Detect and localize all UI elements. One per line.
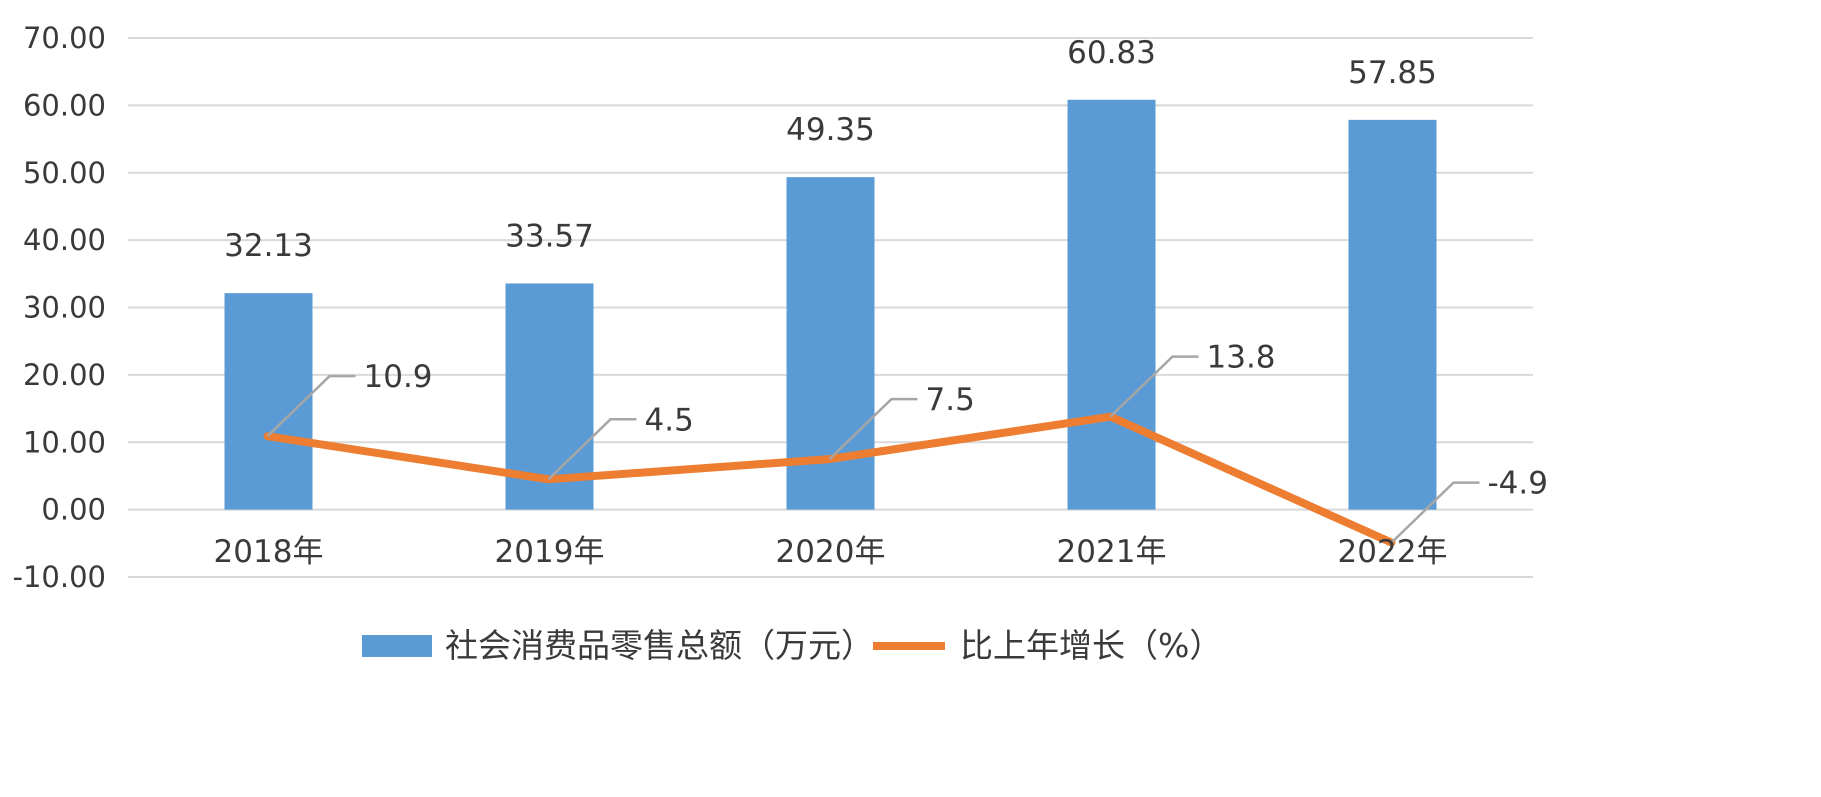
bar	[1068, 100, 1156, 510]
y-axis-ticks: -10.00 0.00 10.00 20.00 30.00 40.00 50.00 60.00…	[13, 21, 107, 594]
x-category-label: 2022年	[1338, 534, 1448, 570]
bar	[225, 293, 313, 509]
y-tick-label: 10.00	[23, 425, 106, 459]
y-tick-label: 70.00	[23, 21, 106, 55]
line-data-label: 10.9	[364, 359, 433, 395]
y-tick-label: 60.00	[23, 88, 106, 122]
bar	[1349, 120, 1437, 510]
x-category-label: 2019年	[495, 534, 605, 570]
line-data-label: 4.5	[645, 402, 694, 438]
bar-data-label: 60.83	[1067, 35, 1156, 71]
y-tick-label: 0.00	[41, 493, 106, 527]
y-tick-label: 40.00	[23, 223, 106, 257]
legend-label-bar: 社会消费品零售总额（万元）	[445, 626, 874, 665]
y-tick-label: -10.00	[13, 560, 107, 594]
legend-swatch-bar	[362, 635, 432, 657]
x-category-label: 2018年	[214, 534, 324, 570]
bar-data-label: 32.13	[224, 228, 313, 264]
x-axis-categories: 2018年 2019年 2020年 2021年 2022年	[214, 534, 1448, 570]
line-data-label: -4.9	[1488, 466, 1549, 502]
bar-data-label: 33.57	[505, 218, 594, 254]
bar-series	[225, 100, 1437, 510]
line-data-label: 7.5	[926, 382, 975, 418]
x-category-label: 2020年	[776, 534, 886, 570]
bar-data-label: 57.85	[1348, 55, 1437, 91]
line-data-label: 13.8	[1207, 340, 1276, 376]
bar-data-label: 49.35	[786, 112, 875, 148]
y-tick-label: 30.00	[23, 291, 106, 325]
legend: 社会消费品零售总额（万元） 比上年增长（%）	[362, 626, 1222, 665]
y-tick-label: 50.00	[23, 156, 106, 190]
y-tick-label: 20.00	[23, 358, 106, 392]
x-category-label: 2021年	[1057, 534, 1167, 570]
legend-label-line: 比上年增长（%）	[960, 626, 1222, 665]
